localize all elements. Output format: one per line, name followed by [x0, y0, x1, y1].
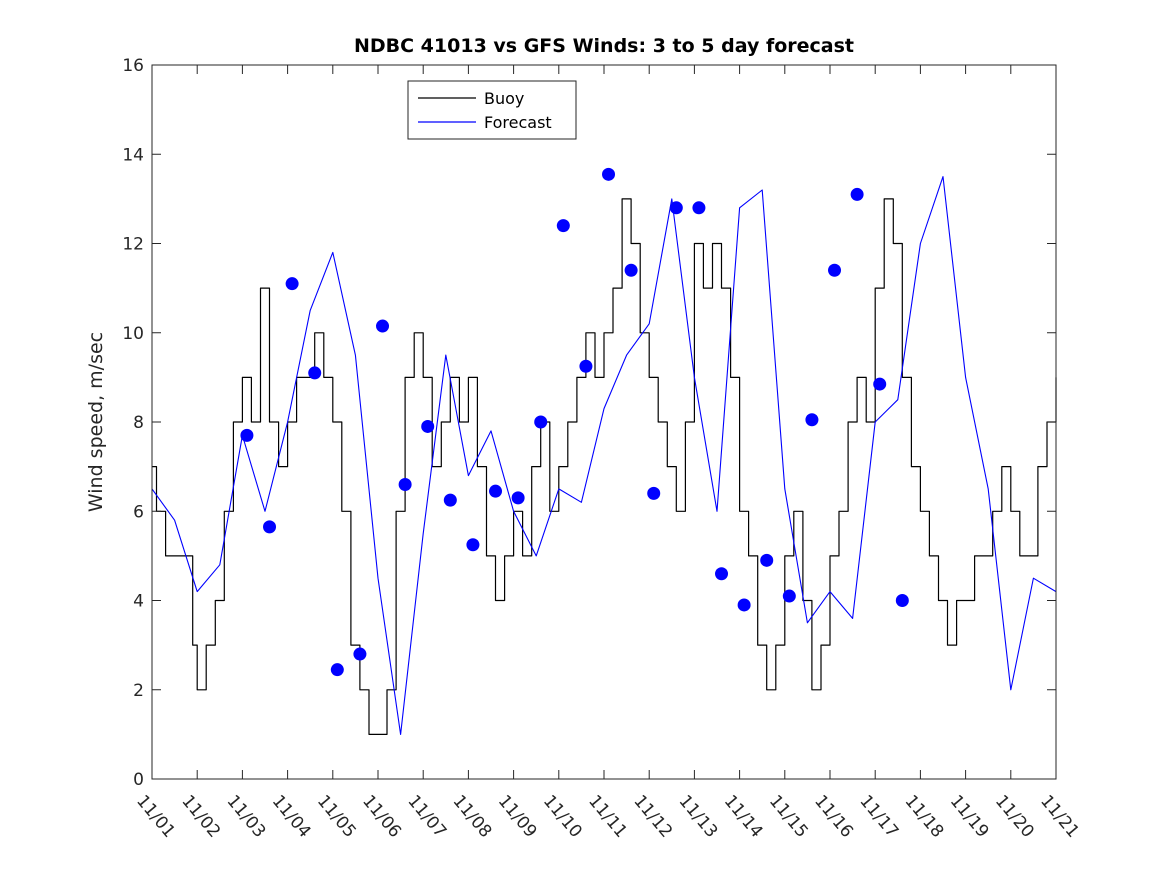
plot-area: [152, 65, 1056, 779]
forecast-marker: [489, 484, 503, 498]
y-tick-label: 14: [122, 145, 144, 165]
forecast-marker: [353, 647, 367, 661]
y-tick-label: 10: [122, 324, 144, 344]
forecast-marker: [669, 201, 683, 215]
forecast-marker: [624, 263, 638, 277]
chart-title: NDBC 41013 vs GFS Winds: 3 to 5 day fore…: [354, 35, 854, 57]
forecast-marker: [511, 491, 525, 505]
y-tick-label: 12: [122, 235, 144, 255]
forecast-marker: [737, 598, 751, 612]
forecast-marker: [421, 419, 435, 433]
y-axis-label: Wind speed, m/sec: [85, 332, 107, 512]
y-tick-label: 6: [133, 502, 144, 522]
forecast-marker: [534, 415, 548, 429]
y-tick-label: 16: [122, 56, 144, 76]
legend-box: [407, 80, 577, 140]
forecast-marker: [895, 594, 909, 607]
forecast-marker: [443, 493, 457, 507]
forecast-marker: [285, 277, 299, 291]
y-tick-label: 8: [133, 413, 144, 433]
forecast-marker: [240, 428, 254, 442]
forecast-marker: [579, 359, 593, 373]
forecast-marker: [466, 538, 480, 552]
forecast-marker: [376, 319, 390, 333]
forecast-marker: [602, 167, 616, 181]
forecast-marker: [760, 553, 774, 567]
legend-label-buoy: Buoy: [484, 89, 524, 108]
y-tick-label: 4: [133, 592, 144, 612]
y-tick-label: 0: [133, 770, 144, 790]
forecast-marker: [782, 589, 796, 603]
series-layer: [151, 176, 1057, 735]
forecast-marker: [556, 219, 570, 233]
forecast-marker: [330, 663, 344, 677]
forecast-marker: [308, 366, 322, 380]
forecast-marker: [850, 187, 864, 201]
forecast-marker: [263, 520, 277, 534]
forecast-marker: [828, 263, 842, 277]
forecast-marker: [805, 413, 819, 427]
forecast-marker: [715, 567, 729, 581]
legend-label-forecast: Forecast: [484, 113, 552, 132]
y-axis: 0 2 4 6 8 10 12 14 16: [122, 56, 1056, 790]
forecast-marker: [692, 201, 706, 215]
forecast-marker: [647, 486, 661, 500]
forecast-marker: [398, 477, 412, 491]
legend: Buoy Forecast: [407, 80, 577, 140]
y-tick-label: 2: [133, 681, 144, 701]
series-line-buoy: [152, 198, 1057, 735]
forecast-marker: [873, 377, 887, 391]
marker-layer: [240, 167, 909, 677]
series-line-forecast: [151, 176, 1057, 735]
